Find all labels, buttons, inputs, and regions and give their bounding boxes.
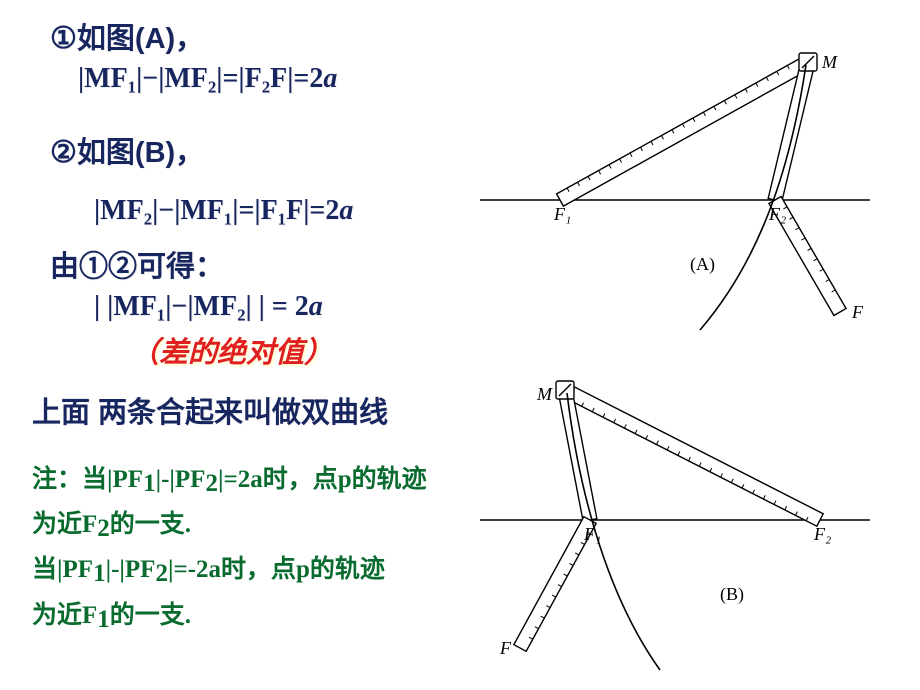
svg-text:F: F [499, 638, 512, 658]
svg-text:M: M [536, 384, 553, 404]
equation-1: |MF₁|−|MF₂|=|F₂F|=2a [78, 63, 480, 95]
figure-b: F₁ F₂ M F (B) [460, 370, 890, 680]
n4b: 的一支. [110, 602, 191, 629]
note-line-3: 当|PF1|-|PF2|=-2a时，点p的轨迹 [32, 549, 480, 588]
hyperbola-text: 上面 两条合起来叫做双曲线 [32, 397, 388, 429]
derive-text: 由①②可得： [50, 251, 224, 283]
note-line-1: 注：当|PF1|-|PF2|=2a时，点p的轨迹 [32, 459, 480, 498]
svg-text:F₂: F₂ [813, 524, 831, 544]
line-abs: （差的绝对值） [130, 329, 480, 371]
eq2-body: |MF₂|−|MF₁|=|F₁F|=2 [94, 195, 339, 226]
svg-text:M: M [821, 52, 838, 72]
n1s1: 1 [143, 470, 156, 497]
svg-text:F₁: F₁ [553, 204, 571, 224]
line-1: ①如图(A)， [50, 15, 480, 57]
n1a: 注：当|PF [32, 466, 143, 493]
equation-3: | |MF₁|−|MF₂| | = 2a [94, 291, 480, 323]
n2: 为近F [32, 511, 97, 538]
eq1-body: |MF₁|−|MF₂|=|F₂F|=2 [78, 63, 323, 94]
n3s1: 1 [93, 561, 106, 588]
n3s2: 2 [155, 561, 168, 588]
circle-1: ① [50, 22, 77, 55]
left-text-column: ①如图(A)， |MF₁|−|MF₂|=|F₂F|=2a ②如图(B)， |MF… [50, 15, 480, 640]
line-derive: 由①②可得： [50, 243, 480, 285]
n1c: |=2a时，点p的轨迹 [218, 466, 427, 493]
n2b: 的一支. [110, 511, 191, 538]
eq2-a: a [339, 195, 353, 226]
svg-text:(B): (B) [720, 584, 744, 605]
abs-text: （差的绝对值） [130, 337, 333, 369]
eq1-a: a [323, 63, 337, 94]
n4: 为近F [32, 602, 97, 629]
n3b: |-|PF [106, 556, 156, 583]
figure-a: F₁ F₂ M F (A) [460, 30, 890, 350]
circle-2: ② [50, 136, 77, 169]
svg-text:F₂: F₂ [768, 204, 786, 224]
eq3-body: | |MF₁|−|MF₂| | = 2 [94, 291, 309, 322]
line-2-text: 如图(B)， [77, 137, 204, 169]
line-1-text: 如图(A)， [77, 23, 204, 55]
svg-text:F₁: F₁ [583, 524, 601, 544]
n1b: |-|PF [156, 466, 206, 493]
line-hyperbola: 上面 两条合起来叫做双曲线 [32, 389, 480, 431]
n4s: 1 [97, 606, 110, 633]
n1s2: 2 [205, 470, 218, 497]
n3c: |=-2a时，点p的轨迹 [168, 556, 385, 583]
note-line-4: 为近F1的一支. [32, 595, 480, 634]
eq3-a: a [309, 291, 323, 322]
svg-text:F: F [851, 302, 864, 322]
n3a: 当|PF [32, 556, 93, 583]
svg-text:(A): (A) [690, 254, 715, 275]
equation-2: |MF₂|−|MF₁|=|F₁F|=2a [94, 195, 480, 227]
note-line-2: 为近F2的一支. [32, 504, 480, 543]
n2s: 2 [97, 515, 110, 542]
line-2: ②如图(B)， [50, 129, 480, 171]
